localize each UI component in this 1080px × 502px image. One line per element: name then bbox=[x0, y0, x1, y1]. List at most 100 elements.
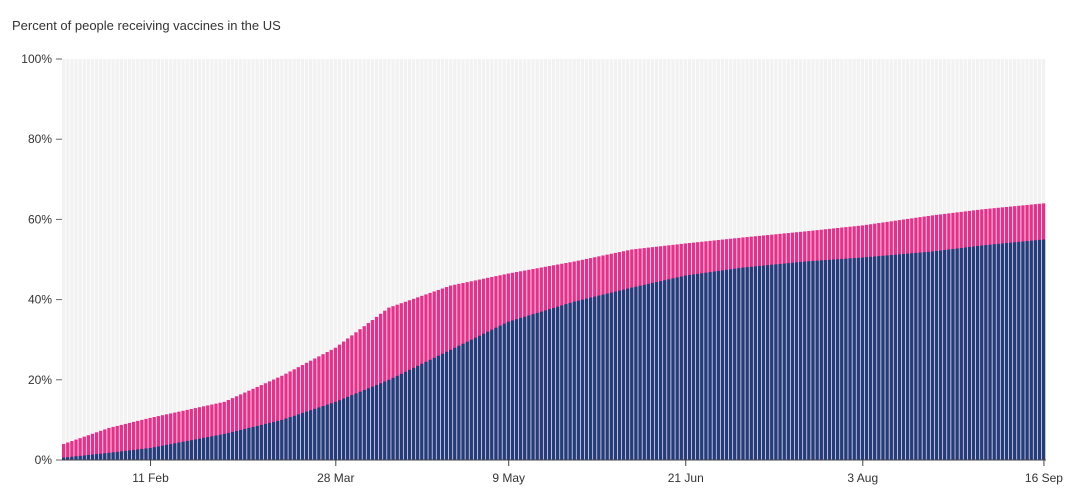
background-bar bbox=[103, 59, 107, 460]
background-bar bbox=[271, 59, 276, 460]
background-bar bbox=[193, 59, 198, 460]
background-bar bbox=[576, 59, 580, 460]
bar bbox=[181, 441, 185, 460]
background-bar bbox=[239, 59, 243, 460]
bar bbox=[910, 253, 914, 460]
bar bbox=[794, 262, 799, 460]
bar bbox=[206, 405, 210, 460]
bar bbox=[811, 260, 815, 460]
background-bar bbox=[395, 59, 399, 460]
background-bar bbox=[547, 59, 552, 460]
background-bar bbox=[379, 59, 383, 460]
bar bbox=[617, 290, 622, 460]
background-bar bbox=[70, 59, 74, 460]
bar bbox=[527, 315, 531, 460]
bar bbox=[827, 259, 832, 460]
bar bbox=[239, 429, 243, 460]
bar bbox=[840, 258, 844, 460]
bar bbox=[420, 363, 424, 460]
background-bar bbox=[527, 59, 531, 460]
background-bar bbox=[543, 59, 548, 460]
background-bar bbox=[127, 59, 132, 460]
bar bbox=[951, 248, 955, 460]
bar bbox=[70, 441, 74, 460]
background-bar bbox=[86, 59, 91, 460]
bar bbox=[70, 456, 74, 460]
bar bbox=[82, 455, 86, 460]
background-bar bbox=[411, 59, 416, 460]
bar bbox=[111, 452, 115, 460]
bar bbox=[523, 316, 527, 460]
bar bbox=[284, 373, 288, 460]
background-bar bbox=[457, 59, 461, 460]
bar bbox=[243, 428, 247, 460]
background-bar bbox=[469, 59, 473, 460]
bar bbox=[708, 272, 712, 460]
bar bbox=[160, 415, 165, 460]
bar bbox=[197, 438, 202, 460]
background-bar bbox=[201, 59, 206, 460]
bar bbox=[309, 410, 313, 460]
bar bbox=[62, 457, 66, 460]
bar bbox=[78, 455, 82, 460]
background-bar bbox=[267, 59, 272, 460]
bar bbox=[185, 409, 189, 461]
bar bbox=[613, 291, 618, 460]
bar bbox=[119, 451, 123, 460]
background-bar bbox=[424, 59, 428, 460]
background-bar bbox=[288, 59, 292, 460]
bar bbox=[576, 300, 580, 460]
background-bar bbox=[560, 59, 564, 460]
bar bbox=[881, 255, 885, 460]
bar bbox=[572, 301, 576, 460]
background-bar bbox=[66, 59, 70, 460]
bar bbox=[226, 432, 231, 460]
bar bbox=[745, 267, 749, 460]
bar bbox=[1017, 241, 1021, 460]
bar bbox=[115, 425, 119, 460]
background-bar bbox=[284, 59, 288, 460]
bar bbox=[197, 407, 202, 460]
bar bbox=[860, 257, 865, 460]
bar bbox=[868, 256, 873, 460]
background-bar bbox=[498, 59, 502, 460]
background-bar bbox=[111, 59, 115, 460]
bar bbox=[136, 449, 140, 460]
background-bar bbox=[214, 59, 218, 460]
bar bbox=[214, 403, 218, 460]
bar bbox=[992, 244, 996, 460]
bar bbox=[403, 371, 408, 460]
bar bbox=[535, 312, 539, 460]
bar bbox=[654, 282, 659, 460]
bar bbox=[667, 279, 671, 460]
bar bbox=[803, 261, 807, 460]
bar bbox=[728, 269, 733, 460]
bar bbox=[74, 456, 78, 460]
bar bbox=[119, 424, 123, 460]
bar bbox=[560, 305, 564, 460]
bar bbox=[201, 406, 206, 460]
background-bar bbox=[230, 59, 235, 460]
bar bbox=[247, 427, 251, 460]
background-bar bbox=[321, 59, 325, 460]
bar bbox=[798, 261, 803, 460]
y-tick-label: 100% bbox=[21, 52, 52, 66]
bar bbox=[251, 388, 255, 460]
background-bar bbox=[461, 59, 465, 460]
background-bar bbox=[136, 59, 140, 460]
bar bbox=[823, 260, 827, 460]
bar bbox=[790, 262, 795, 460]
bar bbox=[848, 258, 852, 460]
background-bar bbox=[444, 59, 449, 460]
bar bbox=[263, 383, 268, 460]
bar bbox=[243, 392, 247, 460]
bar bbox=[914, 252, 918, 460]
bar bbox=[255, 425, 259, 460]
bar bbox=[943, 249, 947, 460]
bar bbox=[749, 266, 753, 460]
bar bbox=[374, 384, 379, 460]
bar bbox=[325, 404, 329, 460]
background-bar bbox=[523, 59, 527, 460]
bar bbox=[267, 381, 272, 460]
